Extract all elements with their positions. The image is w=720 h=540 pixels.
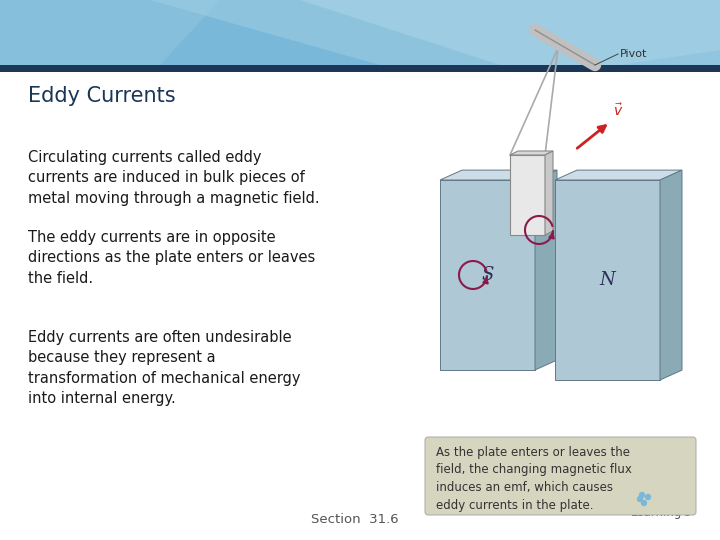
FancyBboxPatch shape [0,0,720,65]
Text: Learning®: Learning® [631,506,693,519]
Polygon shape [535,170,557,370]
Text: Eddy Currents: Eddy Currents [28,86,176,106]
Text: CENGAGE: CENGAGE [630,494,693,507]
FancyBboxPatch shape [510,155,545,235]
FancyBboxPatch shape [425,437,696,515]
Text: The eddy currents are in opposite
directions as the plate enters or leaves
the f: The eddy currents are in opposite direct… [28,230,315,286]
Text: $\vec{v}$: $\vec{v}$ [613,103,624,119]
Polygon shape [545,151,553,235]
Polygon shape [555,170,682,180]
Circle shape [646,495,650,500]
Text: As the plate enters or leaves the
field, the changing magnetic flux
induces an e: As the plate enters or leaves the field,… [436,446,632,511]
Text: Eddy currents are often undesirable
because they represent a
transformation of m: Eddy currents are often undesirable beca… [28,330,300,406]
Polygon shape [0,0,220,65]
FancyBboxPatch shape [555,180,660,380]
FancyBboxPatch shape [440,180,535,370]
Circle shape [642,501,647,505]
Polygon shape [510,151,553,155]
Circle shape [637,496,642,502]
Polygon shape [440,170,557,180]
FancyBboxPatch shape [0,72,720,540]
Text: Section  31.6: Section 31.6 [311,513,399,526]
Text: S: S [481,266,494,284]
Polygon shape [150,0,720,65]
Text: Circulating currents called eddy
currents are induced in bulk pieces of
metal mo: Circulating currents called eddy current… [28,150,320,206]
Polygon shape [300,0,720,65]
Polygon shape [660,170,682,380]
Text: Pivot: Pivot [620,49,647,59]
Circle shape [639,492,644,497]
Text: N: N [600,271,616,289]
FancyBboxPatch shape [0,65,720,72]
